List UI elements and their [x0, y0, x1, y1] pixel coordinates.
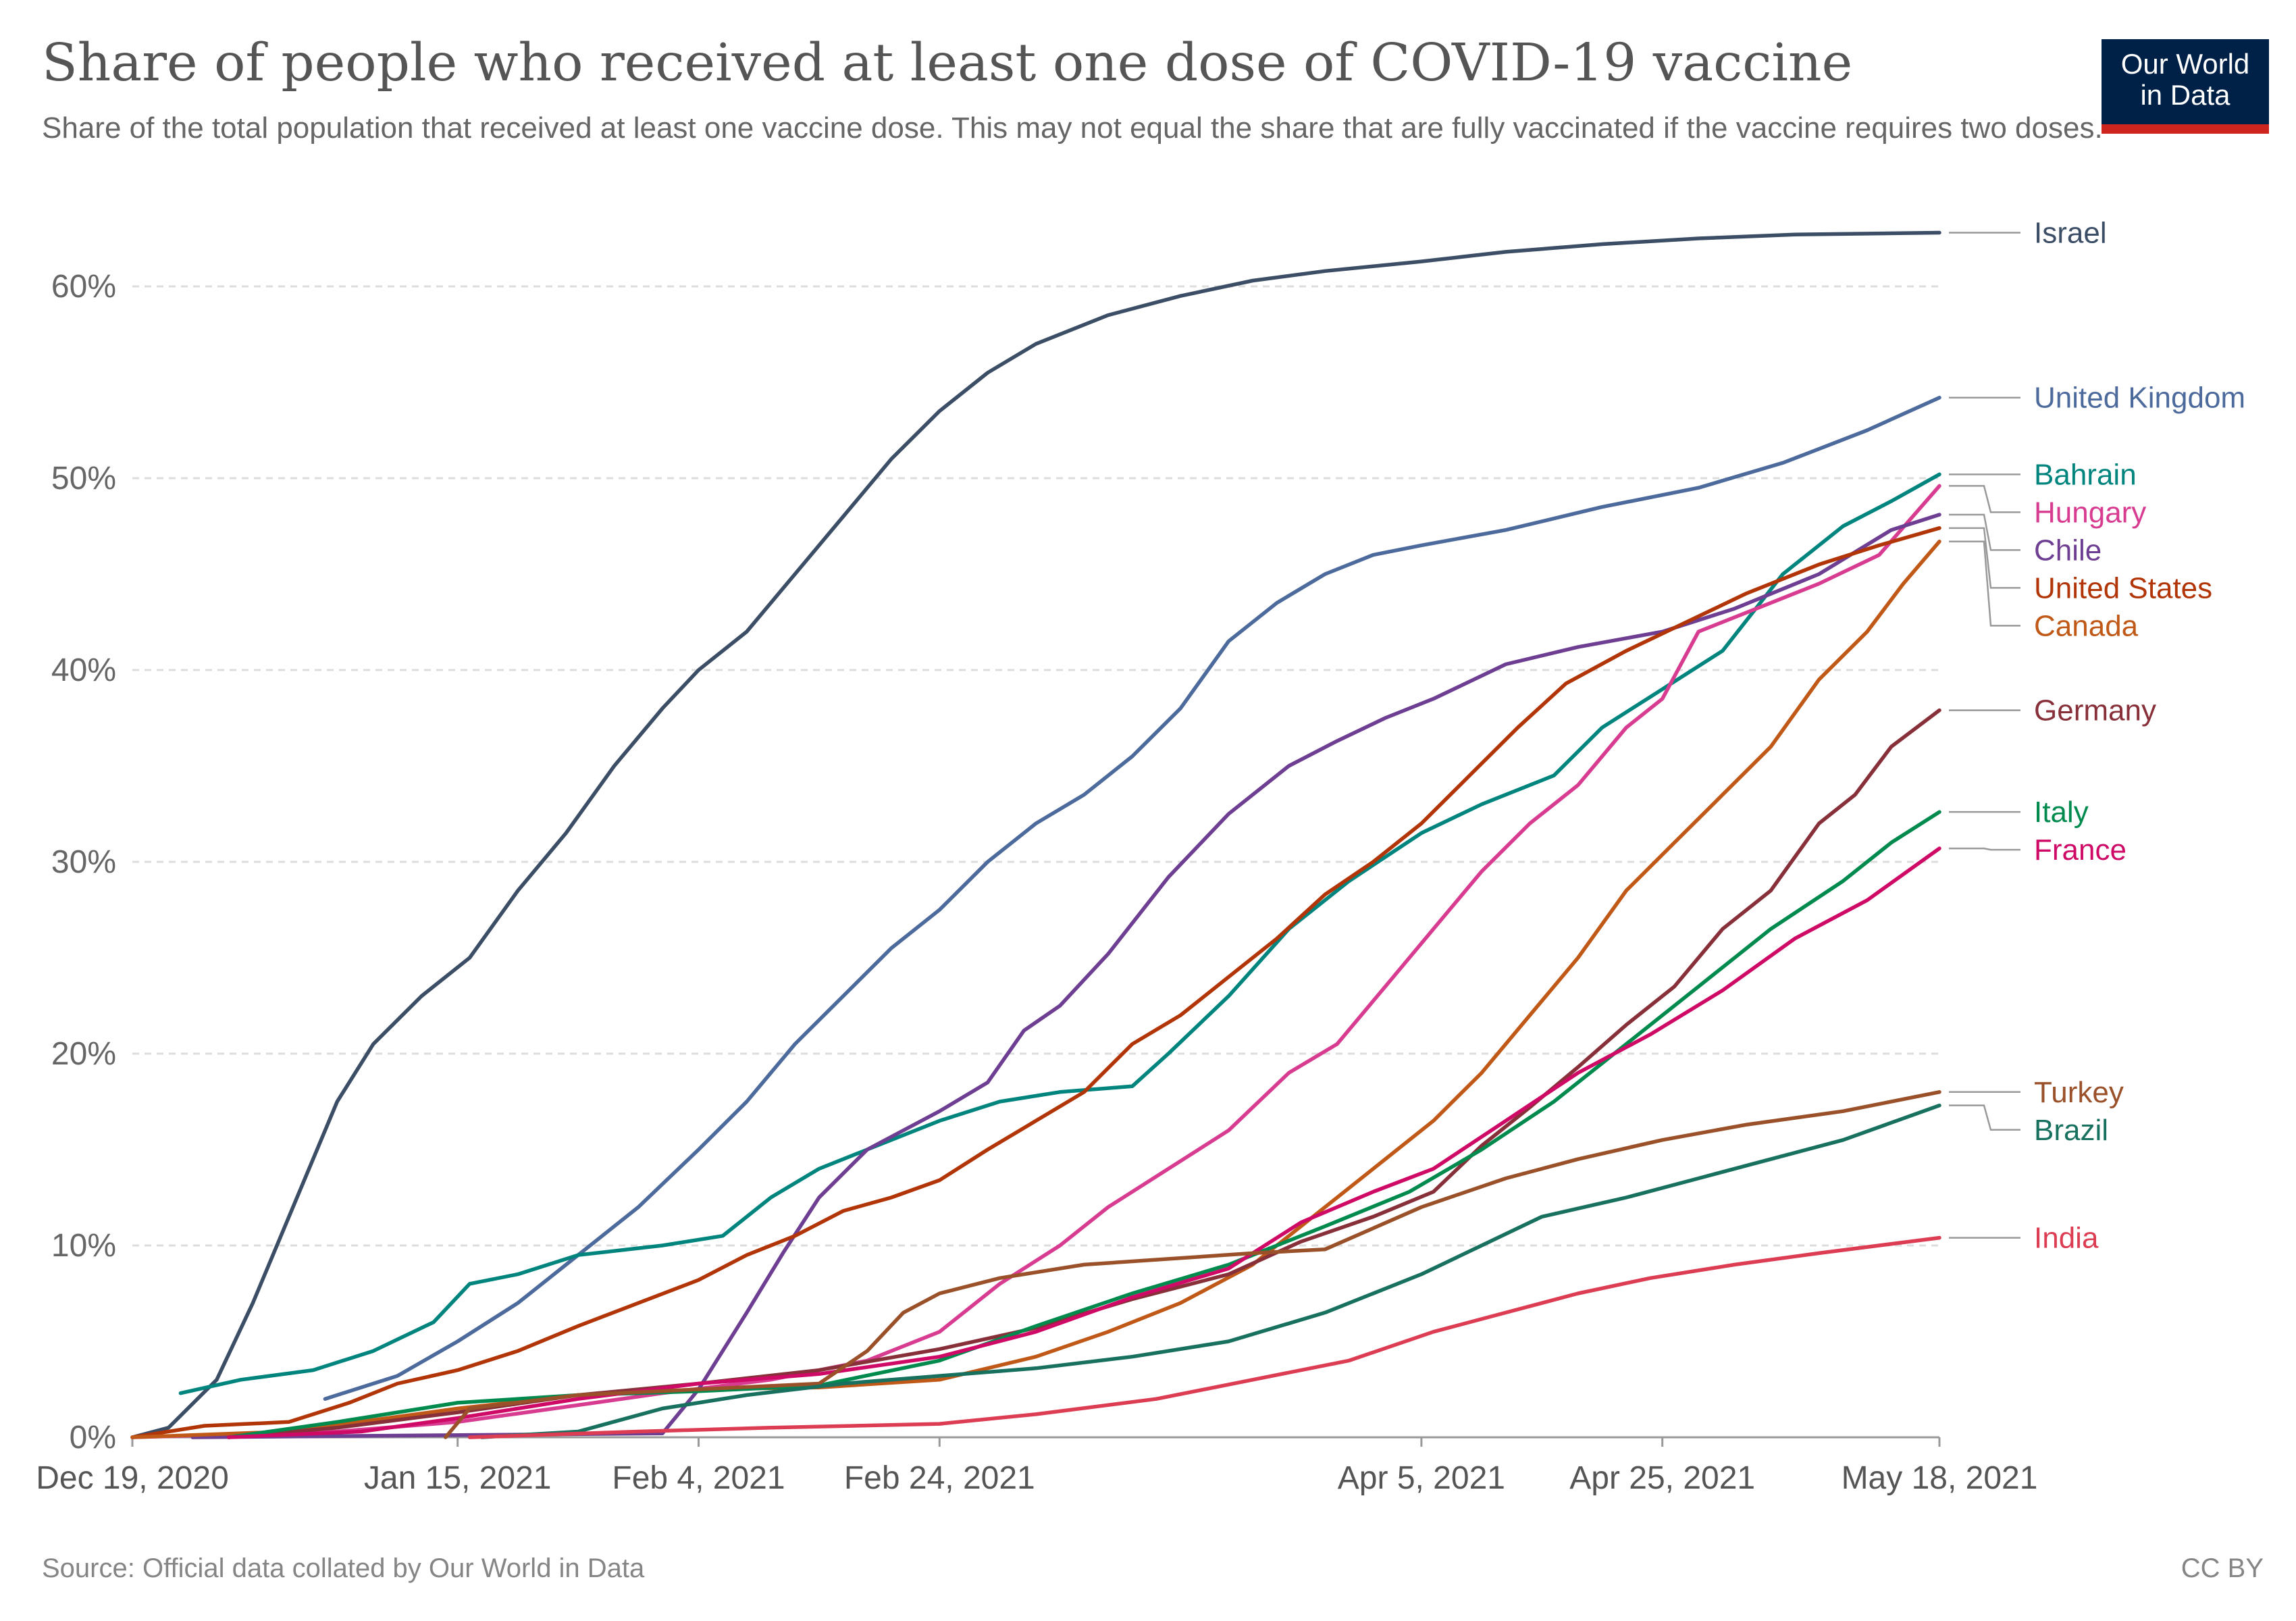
label-connector [1949, 1104, 2020, 1131]
label-connector [1949, 527, 2020, 589]
series-label[interactable]: Germany [2034, 694, 2156, 727]
series-line[interactable] [130, 526, 1941, 1439]
x-tick-label: May 18, 2021 [1842, 1460, 2038, 1496]
chart-title: Share of people who received at least on… [42, 33, 1853, 93]
series-line[interactable] [226, 810, 1941, 1439]
series-lines [130, 230, 1941, 1439]
series-label[interactable]: Italy [2034, 796, 2089, 829]
series-label[interactable]: Chile [2034, 534, 2102, 567]
chart-subtitle: Share of the total population that recei… [42, 111, 2103, 145]
series-label[interactable]: Hungary [2034, 496, 2146, 529]
series-line[interactable] [323, 395, 1941, 1401]
y-axis-ticks: 0% 10% 20% 30% 40% 50% 60% [51, 269, 116, 1456]
x-tick-label: Dec 19, 2020 [36, 1460, 229, 1496]
y-tick-label: 50% [51, 461, 116, 496]
y-tick-label: 0% [70, 1420, 116, 1456]
gridlines [132, 285, 1939, 1247]
label-connector [1949, 540, 2020, 627]
series-label[interactable]: United States [2034, 571, 2212, 604]
label-connector [1949, 847, 2020, 851]
series-line[interactable] [226, 708, 1941, 1439]
y-tick-label: 60% [51, 269, 116, 305]
series-line[interactable] [444, 1090, 1941, 1439]
series-line[interactable] [479, 1103, 1941, 1439]
owid-logo-bar [2102, 124, 2269, 134]
series-label[interactable]: Brazil [2034, 1114, 2108, 1147]
series-label[interactable]: United Kingdom [2034, 382, 2245, 415]
series-labels: Israel United Kingdom Bahrain Hungary Chile U… [1949, 216, 2245, 1255]
series-line[interactable] [467, 1235, 1941, 1439]
label-connector [1949, 485, 2020, 513]
x-axis: Dec 19, 2020 Jan 15, 2021 Feb 4, 2021 Feb 2… [36, 1436, 2038, 1496]
series-label[interactable]: India [2034, 1222, 2099, 1255]
series-line[interactable] [178, 472, 1941, 1395]
series-label[interactable]: Canada [2034, 609, 2139, 642]
series-line[interactable] [226, 846, 1941, 1439]
y-tick-label: 30% [51, 844, 116, 880]
x-tick-label: Feb 24, 2021 [844, 1460, 1035, 1496]
license-link[interactable]: CC BY [2181, 1553, 2264, 1583]
source-note: Source: Official data collated by Our Wo… [42, 1553, 645, 1583]
label-connector [1949, 513, 2020, 551]
owid-logo-text: Our World in Data [2120, 48, 2250, 111]
series-label[interactable]: France [2034, 833, 2127, 867]
series-label[interactable]: Bahrain [2034, 458, 2137, 491]
y-tick-label: 20% [51, 1036, 116, 1072]
series-line[interactable] [130, 230, 1941, 1439]
owid-logo[interactable]: Our World in Data [2102, 39, 2269, 134]
y-tick-label: 10% [51, 1228, 116, 1264]
y-tick-label: 40% [51, 652, 116, 688]
series-label[interactable]: Israel [2034, 216, 2107, 249]
x-tick-label: Apr 25, 2021 [1569, 1460, 1755, 1496]
x-tick-label: Feb 4, 2021 [612, 1460, 785, 1496]
series-label[interactable]: Turkey [2034, 1076, 2124, 1109]
x-tick-label: Jan 15, 2021 [364, 1460, 552, 1496]
x-tick-label: Apr 5, 2021 [1338, 1460, 1505, 1496]
